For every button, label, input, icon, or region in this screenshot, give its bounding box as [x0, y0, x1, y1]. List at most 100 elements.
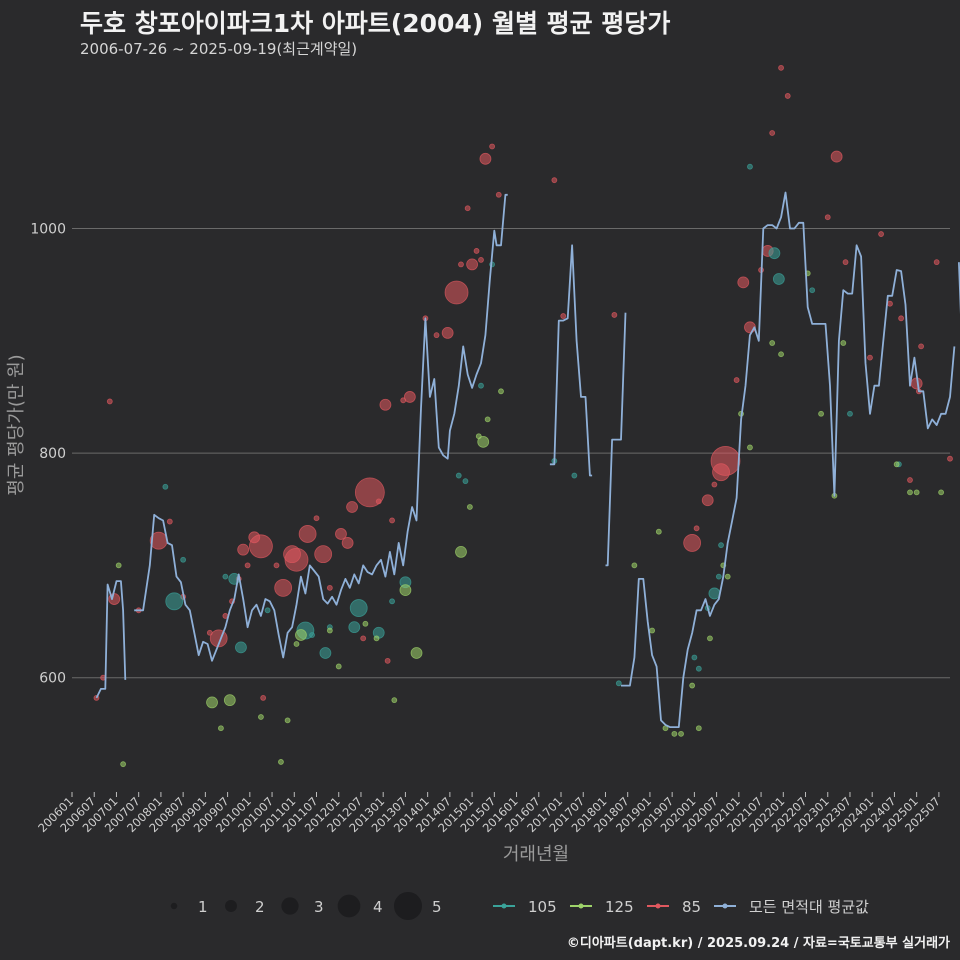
point-105 [389, 598, 395, 605]
point-85 [473, 248, 480, 254]
point-125 [671, 730, 678, 737]
point-105 [715, 573, 722, 580]
point-85 [701, 494, 714, 507]
page-subtitle: 2006-07-26 ~ 2025-09-19(최근계약일) [80, 40, 358, 58]
point-85 [683, 534, 702, 552]
legend-dot-모든 면적대 평균값 [722, 903, 728, 909]
y-tick-label: 600 [39, 671, 66, 687]
point-105 [768, 247, 781, 260]
point-85 [360, 635, 367, 642]
point-125 [818, 410, 824, 417]
point-125 [631, 562, 638, 569]
point-125 [399, 584, 412, 596]
point-85 [237, 543, 250, 556]
point-85 [379, 398, 392, 411]
point-125 [769, 340, 776, 346]
point-105 [615, 680, 622, 687]
point-85 [375, 498, 382, 505]
point-105 [309, 632, 315, 638]
point-85 [274, 578, 293, 597]
legend-dot-85 [655, 903, 661, 909]
point-85 [444, 280, 469, 305]
point-85 [346, 501, 358, 513]
point-125 [362, 620, 369, 627]
point-85 [166, 518, 173, 525]
y-tick-label: 800 [39, 446, 66, 462]
point-85 [458, 261, 464, 268]
point-105 [222, 573, 229, 580]
avg-line-segment [605, 312, 627, 567]
point-125 [218, 725, 224, 732]
point-105 [691, 654, 698, 661]
avg-line-segment [621, 191, 956, 728]
point-125 [120, 761, 127, 768]
point-85 [249, 534, 273, 559]
point-85 [824, 214, 831, 221]
point-125 [747, 444, 753, 451]
point-85 [335, 528, 347, 540]
avg-line-segment [95, 580, 127, 699]
point-85 [106, 398, 113, 405]
point-125 [115, 562, 122, 569]
size-legend-label: 3 [314, 898, 324, 916]
point-85 [464, 205, 471, 212]
point-85 [878, 231, 884, 237]
point-105 [772, 273, 785, 285]
size-legend-dot [170, 902, 178, 910]
legend-label: 105 [528, 898, 557, 916]
point-125 [295, 629, 307, 641]
point-85 [389, 517, 395, 524]
point-125 [498, 388, 504, 395]
legend-label: 모든 면적대 평균값 [749, 898, 869, 916]
point-125 [840, 340, 847, 346]
point-125 [484, 416, 491, 423]
point-85 [887, 300, 893, 307]
point-105 [462, 478, 469, 485]
point-85 [611, 312, 618, 318]
point-105 [264, 607, 271, 614]
point-125 [893, 461, 900, 468]
point-85 [842, 259, 849, 266]
point-85 [907, 477, 913, 483]
point-125 [455, 546, 467, 558]
point-85 [769, 130, 776, 136]
legend-layer: 1 2 3 4 5 105 125 85 모든 면적대 평균값 [170, 891, 869, 921]
size-legend-dot [225, 900, 237, 912]
point-85 [947, 455, 953, 462]
point-85 [433, 332, 440, 339]
point-125 [410, 647, 423, 659]
point-125 [258, 714, 264, 720]
point-85 [918, 343, 925, 350]
point-85 [479, 152, 492, 165]
point-85 [478, 257, 484, 263]
point-85 [495, 191, 502, 198]
point-85 [560, 313, 567, 319]
point-125 [373, 635, 380, 642]
size-legend-label: 1 [198, 898, 208, 916]
point-125 [284, 717, 291, 724]
point-125 [907, 489, 913, 496]
point-85 [551, 177, 558, 184]
point-85 [737, 276, 750, 289]
size-legend-dot [337, 894, 361, 918]
x-axis-title: 거래년월 [503, 844, 569, 865]
point-105 [747, 163, 753, 170]
point-85 [260, 695, 267, 701]
size-legend-dot [281, 897, 299, 915]
legend-dot-125 [578, 903, 584, 909]
point-85 [784, 93, 791, 99]
point-85 [830, 150, 843, 163]
point-85 [284, 547, 309, 572]
point-85 [711, 481, 718, 488]
point-105 [235, 641, 247, 654]
point-85 [314, 545, 333, 564]
footer-credit: ©디아파트(dapt.kr) / 2025.09.24 / 자료=국토교통부 실… [566, 936, 950, 951]
grid-layer [72, 227, 950, 679]
point-85 [898, 315, 904, 322]
point-85 [693, 525, 700, 532]
size-legend-label: 5 [432, 898, 442, 916]
legend-label: 125 [605, 898, 634, 916]
point-85 [489, 143, 496, 150]
page-title: 두호 창포아이파크1차 아파트(2004) 월별 평균 평당가 [80, 9, 671, 38]
point-125 [293, 641, 300, 647]
